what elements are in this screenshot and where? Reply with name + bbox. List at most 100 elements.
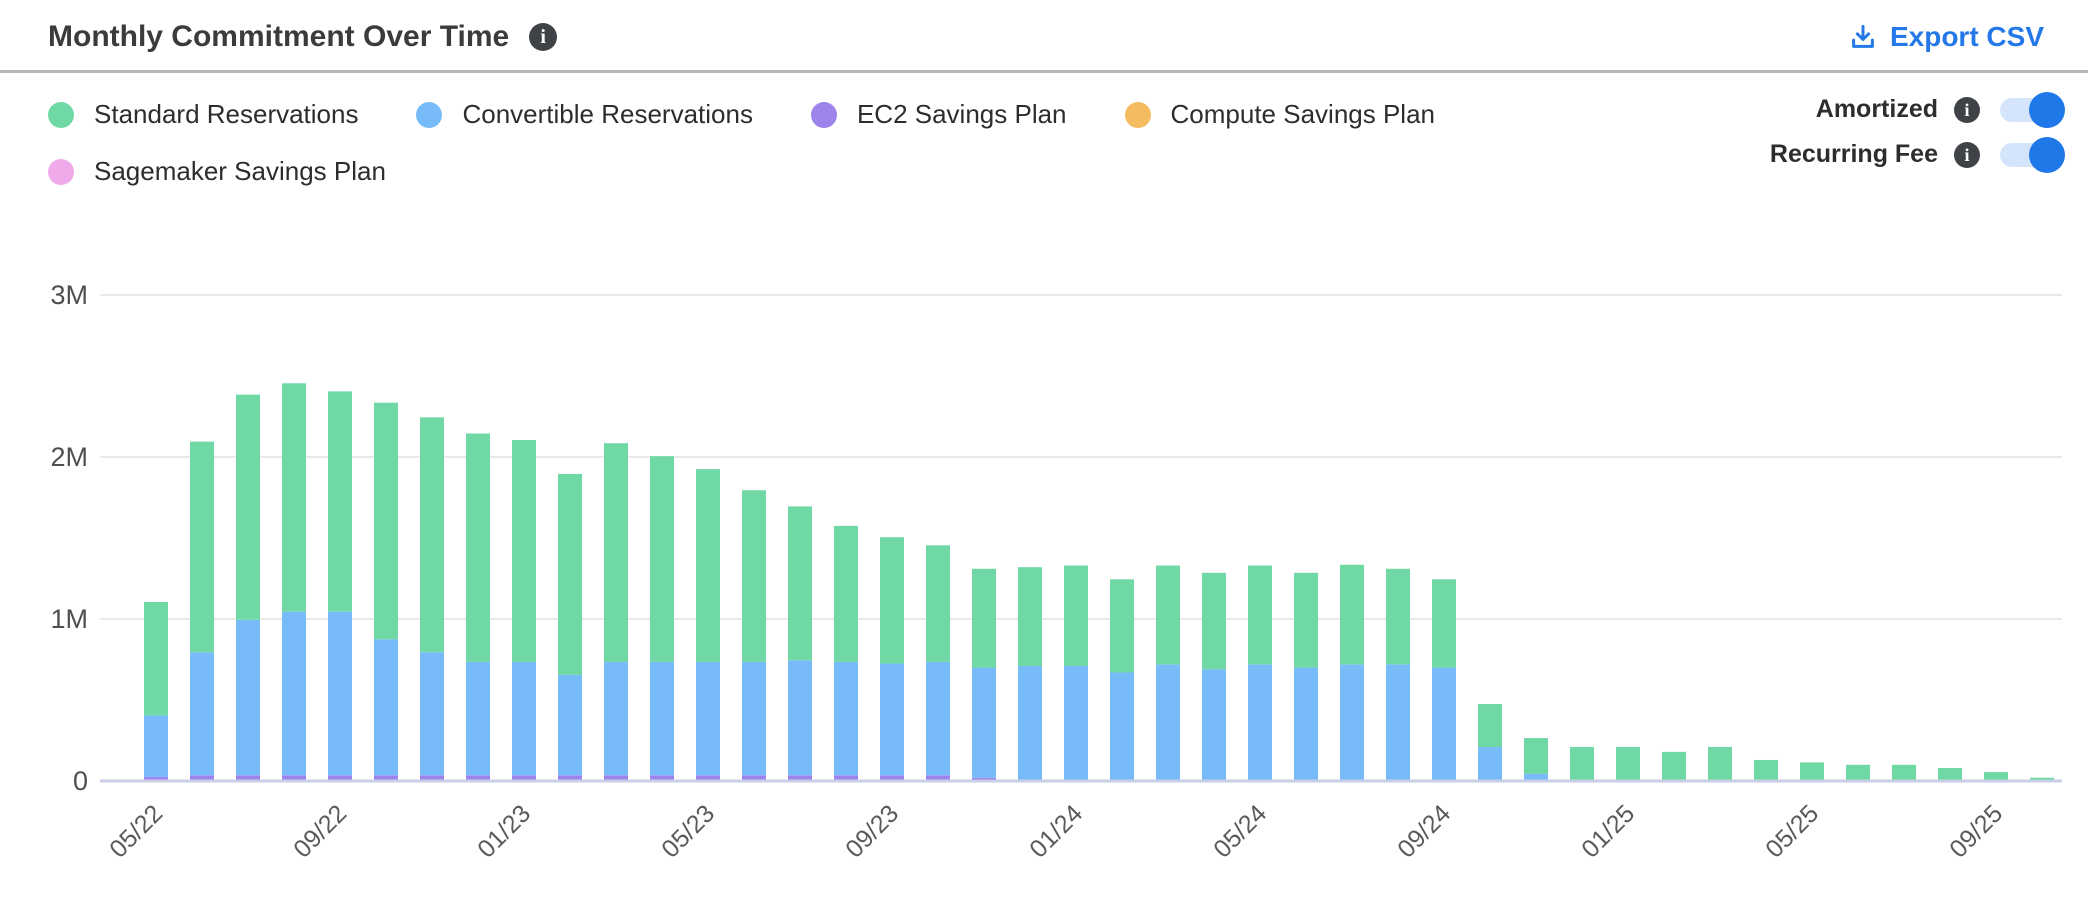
download-icon bbox=[1848, 22, 1878, 52]
recurring-fee-toggle[interactable] bbox=[2000, 136, 2065, 173]
segment-0 bbox=[1938, 768, 1962, 781]
bar-10-22 bbox=[374, 402, 398, 781]
bar-07-24 bbox=[1340, 564, 1364, 781]
segment-1 bbox=[1340, 664, 1364, 781]
legend-dot-standard-reservations bbox=[48, 101, 74, 128]
segment-0 bbox=[972, 568, 996, 668]
segment-2 bbox=[236, 775, 260, 781]
segment-2 bbox=[788, 775, 812, 781]
legend-dot-sagemaker-savings-plan bbox=[48, 158, 74, 185]
legend-label-sagemaker-savings-plan: Sagemaker Savings Plan bbox=[94, 156, 386, 186]
x-tick-01-23: 01/23 bbox=[472, 799, 536, 863]
segment-1 bbox=[1202, 669, 1226, 781]
segment-0 bbox=[604, 443, 628, 662]
bar-11-23 bbox=[972, 568, 996, 781]
bar-12-23 bbox=[1018, 567, 1042, 781]
segment-0 bbox=[1570, 746, 1594, 781]
bar-05-24 bbox=[1248, 565, 1272, 781]
legend-item-convertible-reservations[interactable]: Convertible Reservations bbox=[416, 99, 753, 130]
x-tick-01-25: 01/25 bbox=[1576, 799, 1640, 863]
segment-0 bbox=[1064, 565, 1088, 666]
segment-1 bbox=[420, 652, 444, 776]
segment-0 bbox=[1846, 764, 1870, 781]
bar-01-24 bbox=[1064, 565, 1088, 781]
segment-0 bbox=[650, 456, 674, 662]
bar-07-22 bbox=[236, 394, 260, 781]
segment-0 bbox=[1616, 746, 1640, 781]
segment-0 bbox=[1294, 572, 1318, 668]
segment-0 bbox=[834, 525, 858, 662]
segment-0 bbox=[788, 506, 812, 661]
x-tick-09-24: 09/24 bbox=[1392, 799, 1456, 863]
segment-0 bbox=[1662, 751, 1686, 781]
segment-1 bbox=[1524, 773, 1548, 781]
x-tick-05-23: 05/23 bbox=[656, 799, 720, 863]
header-divider bbox=[0, 70, 2088, 73]
legend-item-standard-reservations[interactable]: Standard Reservations bbox=[48, 99, 358, 130]
segment-0 bbox=[880, 537, 904, 664]
segment-0 bbox=[1110, 579, 1134, 673]
legend-item-compute-savings-plan[interactable]: Compute Savings Plan bbox=[1124, 99, 1435, 130]
segment-1 bbox=[190, 652, 214, 776]
bar-04-24 bbox=[1202, 572, 1226, 781]
bar-08-22 bbox=[282, 383, 306, 781]
segment-1 bbox=[1110, 672, 1134, 781]
x-tick-09-23: 09/23 bbox=[840, 799, 904, 863]
segment-0 bbox=[1156, 565, 1180, 665]
legend-dot-ec2-savings-plan bbox=[810, 101, 837, 128]
bar-05-23 bbox=[696, 469, 720, 781]
segment-1 bbox=[1294, 667, 1318, 781]
export-csv-button[interactable]: Export CSV bbox=[1848, 21, 2044, 53]
segment-1 bbox=[880, 663, 904, 776]
segment-1 bbox=[1018, 665, 1042, 781]
bar-11-24 bbox=[1524, 738, 1548, 781]
title-info-icon[interactable]: i bbox=[529, 23, 558, 51]
segment-0 bbox=[190, 441, 214, 653]
amortized-toggle[interactable] bbox=[2000, 91, 2065, 128]
segment-0 bbox=[696, 469, 720, 662]
bar-02-23 bbox=[558, 474, 582, 781]
bar-04-23 bbox=[650, 456, 674, 781]
amortized-info-icon[interactable]: i bbox=[1954, 96, 1980, 123]
x-tick-09-22: 09/22 bbox=[288, 799, 352, 863]
bar-03-24 bbox=[1156, 565, 1180, 781]
segment-1 bbox=[742, 661, 766, 776]
segment-1 bbox=[466, 661, 490, 776]
bar-12-22 bbox=[466, 433, 490, 781]
bar-08-23 bbox=[834, 525, 858, 781]
bar-03-23 bbox=[604, 443, 628, 781]
segment-2 bbox=[512, 775, 536, 781]
segment-1 bbox=[558, 674, 582, 776]
legend-item-ec2-savings-plan[interactable]: EC2 Savings Plan bbox=[810, 99, 1067, 130]
segment-1 bbox=[328, 611, 352, 776]
legend-section: Standard Reservations Convertible Reserva… bbox=[0, 73, 2088, 187]
segment-0 bbox=[1340, 564, 1364, 665]
x-tick-05-24: 05/24 bbox=[1208, 799, 1272, 863]
legend-label-compute-savings-plan: Compute Savings Plan bbox=[1170, 99, 1435, 129]
bar-04-25 bbox=[1754, 759, 1778, 781]
segment-2 bbox=[742, 775, 766, 781]
segment-0 bbox=[1432, 579, 1456, 668]
segment-2 bbox=[466, 775, 490, 781]
page-title: Monthly Commitment Over Time bbox=[48, 20, 510, 53]
toggle-panel: Amortized i Recurring Fee i bbox=[1770, 91, 2065, 173]
legend-item-sagemaker-savings-plan[interactable]: Sagemaker Savings Plan bbox=[48, 156, 386, 187]
segment-0 bbox=[1202, 572, 1226, 670]
segment-0 bbox=[1984, 772, 2008, 781]
amortized-label: Amortized bbox=[1815, 95, 1938, 123]
segment-1 bbox=[926, 661, 950, 776]
segment-0 bbox=[1754, 759, 1778, 781]
bar-05-25 bbox=[1800, 762, 1824, 781]
bar-01-25 bbox=[1616, 746, 1640, 781]
segment-2 bbox=[650, 775, 674, 781]
segment-1 bbox=[972, 667, 996, 778]
legend-dot-compute-savings-plan bbox=[1124, 101, 1151, 128]
segment-1 bbox=[236, 619, 260, 776]
recurring-fee-info-icon[interactable]: i bbox=[1954, 141, 1980, 168]
segment-1 bbox=[512, 661, 536, 776]
segment-2 bbox=[604, 775, 628, 781]
bar-09-24 bbox=[1432, 579, 1456, 781]
export-csv-label: Export CSV bbox=[1889, 21, 2044, 52]
segment-1 bbox=[1156, 664, 1180, 781]
y-tick-2M: 2M bbox=[50, 442, 88, 472]
